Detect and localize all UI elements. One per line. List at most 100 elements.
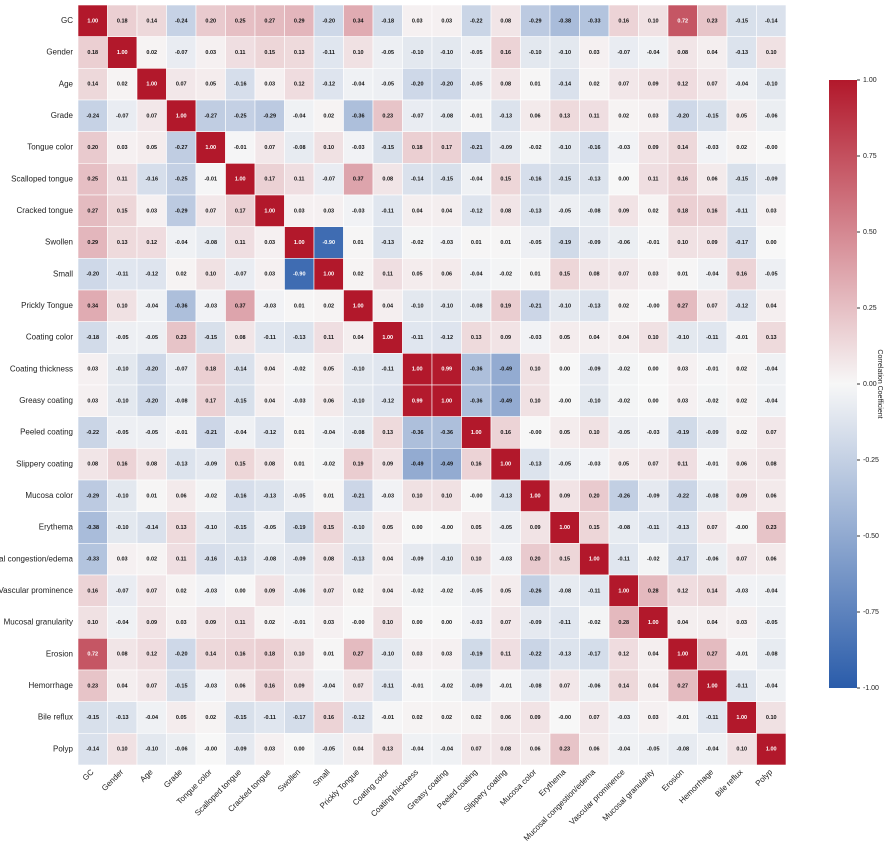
cell-label: 0.07 [146,683,157,689]
cell [402,701,433,734]
cell-label: -0.16 [529,177,542,183]
cell-label: -0.08 [175,398,188,404]
cell [756,131,787,164]
cell-label: -0.15 [735,18,748,24]
cell-label: -0.09 [765,177,778,183]
cell [579,321,610,354]
cell-label: -0.36 [352,113,365,119]
cell-label: -0.03 [352,208,365,214]
cell-label: 0.03 [117,145,128,151]
cell-label: 0.10 [766,715,777,721]
cell [579,543,610,576]
cell [313,384,344,417]
cell [667,448,698,481]
cell [638,638,669,671]
cell [313,669,344,702]
cell [136,384,167,417]
cell-label: -0.03 [293,398,306,404]
cell-label: 0.28 [618,620,629,626]
cell-label: 0.02 [353,588,364,594]
cell-label: -0.04 [293,113,306,119]
cell [638,384,669,417]
cell-label: 0.05 [323,367,334,373]
cell-label: 0.16 [707,208,718,214]
cell-label: -0.02 [706,398,719,404]
cell [608,99,639,132]
cell-label: -0.09 [470,683,483,689]
colorbar [829,80,857,688]
cell [166,258,197,291]
cell-label: 0.03 [441,18,452,24]
cell-label: 0.09 [559,493,570,499]
cell [254,574,285,607]
cell [225,4,256,37]
cell [549,733,580,766]
cell-label: 0.14 [677,145,689,151]
y-tick-label: Vascular prominence [0,586,74,595]
cell [284,479,315,512]
cell-label: -0.22 [86,430,99,436]
colorbar-tick-label: -0.25 [863,457,879,464]
cell-label: -0.10 [676,335,689,341]
cell-label: 0.05 [736,113,747,119]
cell-label: -0.14 [558,82,571,88]
cell-label: 0.07 [500,620,511,626]
cell [166,733,197,766]
cell [431,606,462,639]
cell [107,131,138,164]
cell [431,68,462,101]
cell [343,638,374,671]
cell-label: 0.99 [412,398,423,404]
cell [284,669,315,702]
cell-label: -0.13 [499,113,512,119]
cell-label: 0.03 [736,620,747,626]
cell-label: 0.02 [736,430,747,436]
cell-label: 1.00 [117,50,128,56]
cell [195,321,226,354]
cell [431,194,462,227]
cell-label: -0.16 [234,82,247,88]
cell [756,99,787,132]
cell-label: -0.11 [116,272,128,278]
cell-label: 0.05 [146,145,157,151]
cell-label: 0.99 [441,367,452,373]
cell-label: 0.08 [500,747,511,753]
cell-label: -0.36 [470,398,483,404]
cell [490,543,521,576]
cell-label: 0.02 [618,303,629,309]
cell-label: 0.07 [707,82,718,88]
cell-label: 0.08 [677,50,688,56]
cell-label: 0.00 [412,620,423,626]
cell-label: 0.00 [559,367,570,373]
cell-label: -0.11 [382,683,394,689]
cell [77,258,108,291]
cell [608,448,639,481]
cell [343,416,374,449]
cell [608,321,639,354]
cell-label: -0.05 [558,462,571,468]
cell [372,68,403,101]
cell-label: 0.10 [87,620,98,626]
cell-label: 0.12 [677,588,688,594]
cell [461,606,492,639]
cell [520,321,551,354]
cell-label: 0.05 [559,430,570,436]
cell-label: 1.00 [530,493,541,499]
cell-label: 0.16 [264,683,275,689]
cell [549,448,580,481]
cell [461,289,492,322]
cell-label: 0.10 [117,303,128,309]
cell-label: -0.03 [204,303,217,309]
cell [461,258,492,291]
cell-label: -0.36 [470,367,483,373]
cell-label: -0.02 [617,367,630,373]
cell-label: 0.03 [87,398,98,404]
cell [77,131,108,164]
cell-label: 0.09 [264,588,275,594]
cell-label: -0.02 [440,588,453,594]
cell-label: -0.01 [499,683,512,689]
cell-label: 0.08 [323,557,334,563]
cell [431,36,462,69]
cell-label: 0.23 [707,18,718,24]
cell-label: 0.09 [707,240,718,246]
